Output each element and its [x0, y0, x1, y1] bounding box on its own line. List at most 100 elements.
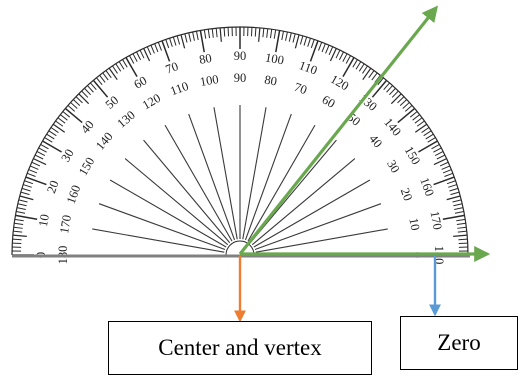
- protractor-tick: [418, 140, 438, 153]
- protractor-tick: [21, 187, 31, 192]
- protractor-tick: [169, 38, 173, 47]
- scale-number: 60: [320, 92, 338, 110]
- protractor-tick: [146, 46, 152, 56]
- protractor-tick: [303, 36, 308, 46]
- protractor-tick: [446, 180, 456, 185]
- protractor-tick: [215, 28, 218, 38]
- protractor-tick: [412, 114, 420, 121]
- protractor-tick: [307, 38, 311, 47]
- protractor-tick: [423, 130, 432, 137]
- protractor-tick: [211, 28, 214, 38]
- protractor-tick: [38, 147, 47, 153]
- protractor-tick: [17, 203, 27, 207]
- protractor-tick: [254, 27, 257, 37]
- protractor-tick: [439, 161, 449, 167]
- protractor-tick: [42, 140, 62, 153]
- protractor-ray: [255, 228, 388, 253]
- protractor-tick: [67, 105, 76, 112]
- scale-number: 170: [428, 210, 445, 231]
- protractor-tick: [16, 207, 26, 210]
- protractor-tick: [28, 169, 38, 174]
- protractor-tick: [446, 195, 461, 201]
- protractor-tick: [310, 39, 315, 49]
- scale-number: 90: [234, 71, 247, 85]
- protractor-ray: [143, 139, 231, 244]
- protractor-tick: [362, 65, 368, 74]
- protractor-tick: [75, 96, 83, 104]
- protractor-tick: [184, 33, 188, 43]
- scale-number: 30: [58, 147, 76, 165]
- protractor-tick: [266, 28, 269, 38]
- protractor-tick: [46, 133, 55, 140]
- protractor-tick: [150, 44, 155, 54]
- protractor-tick: [90, 82, 97, 91]
- protractor-tick: [14, 222, 24, 226]
- protractor-tick: [23, 184, 32, 188]
- protractor-tick: [386, 85, 393, 93]
- scale-number: 10: [36, 213, 52, 228]
- protractor-tick: [318, 41, 323, 51]
- protractor-tick: [172, 36, 177, 46]
- protractor-tick: [108, 67, 118, 81]
- protractor-tick: [31, 161, 41, 167]
- protractor-ray: [124, 158, 229, 246]
- protractor-tick: [219, 27, 222, 42]
- scale-number: 60: [132, 73, 150, 91]
- protractor-tick: [143, 48, 151, 62]
- protractor-tick: [55, 120, 64, 127]
- protractor-tick: [362, 67, 372, 81]
- protractor-tick: [457, 230, 467, 233]
- protractor-tick: [196, 31, 199, 41]
- protractor-tick: [281, 31, 284, 41]
- protractor-tick: [16, 211, 26, 214]
- protractor: 0102030405060708090100110120130140150160…: [11, 26, 470, 264]
- protractor-tick: [431, 144, 440, 150]
- scale-number: 150: [76, 155, 97, 178]
- protractor-tick: [33, 158, 47, 166]
- protractor-tick: [70, 102, 78, 109]
- protractor-tick: [118, 61, 125, 70]
- protractor-ray: [164, 124, 233, 242]
- protractor-tick: [433, 158, 447, 166]
- protractor-ray: [244, 113, 292, 241]
- scale-number: 140: [93, 129, 116, 152]
- scale-number: 70: [292, 80, 309, 97]
- protractor-tick: [434, 151, 444, 157]
- protractor-tick: [368, 70, 375, 79]
- protractor-tick: [444, 172, 454, 177]
- protractor-tick: [262, 28, 265, 38]
- protractor-tick: [456, 218, 466, 222]
- protractor-tick: [441, 165, 451, 170]
- protractor-tick: [345, 55, 351, 64]
- protractor-tick: [421, 127, 430, 133]
- angle-ray-upper: [238, 5, 438, 255]
- protractor-tick: [397, 107, 416, 124]
- protractor-tick: [449, 187, 459, 192]
- center-and-vertex-label: Center and vertex: [108, 321, 372, 375]
- protractor-tick: [448, 184, 457, 188]
- protractor-tick: [453, 203, 463, 207]
- protractor-tick: [78, 93, 90, 105]
- protractor-tick: [414, 123, 428, 133]
- protractor-tick: [102, 72, 109, 81]
- scale-number: 100: [264, 50, 285, 67]
- scale-number: 20: [44, 179, 61, 196]
- protractor-tick: [92, 79, 109, 98]
- protractor-tick: [436, 154, 446, 160]
- protractor-tick: [157, 41, 162, 51]
- protractor-tick: [57, 117, 66, 124]
- protractor-tick: [402, 102, 410, 109]
- protractor-tick: [355, 61, 362, 70]
- protractor-tick: [96, 77, 103, 86]
- scale-number: 100: [199, 72, 220, 89]
- protractor-ray: [188, 113, 236, 241]
- protractor-ray: [247, 124, 316, 242]
- scale-number: 40: [366, 132, 385, 151]
- scale-number: 170: [57, 214, 74, 235]
- protractor-tick: [223, 27, 226, 37]
- protractor-tick: [342, 53, 348, 62]
- protractor-tick: [64, 107, 83, 124]
- protractor-tick: [325, 44, 330, 54]
- protractor-tick: [390, 93, 402, 105]
- scale-number: 10: [406, 217, 422, 232]
